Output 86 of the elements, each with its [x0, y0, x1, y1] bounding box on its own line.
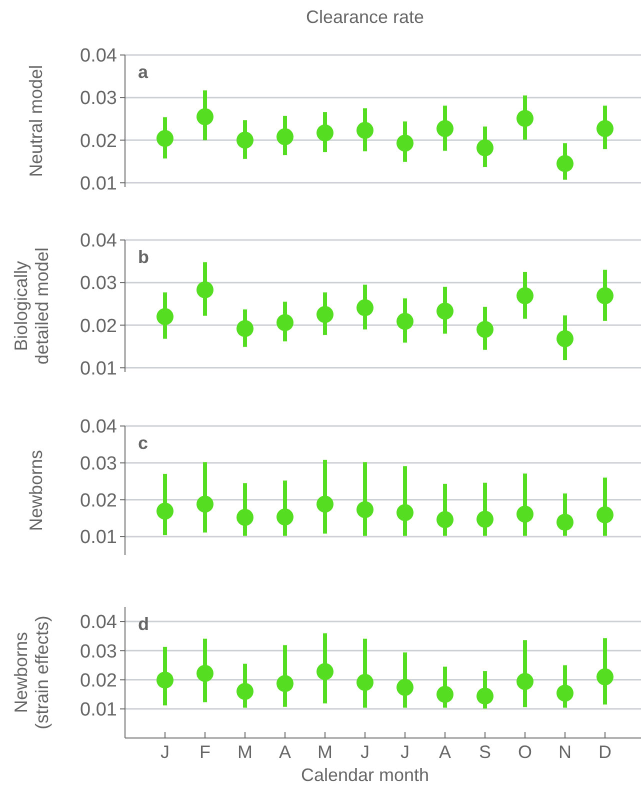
- y-axis-title: Newborns: [26, 450, 46, 532]
- point: [556, 330, 574, 348]
- y-tick-label: 0.01: [80, 527, 117, 548]
- point: [236, 682, 254, 700]
- point: [356, 674, 374, 691]
- x-tick-label: N: [558, 742, 572, 762]
- x-tick-label: M: [318, 742, 332, 762]
- x-tick-label: J: [400, 742, 410, 762]
- x-tick-label: J: [360, 742, 370, 762]
- point: [596, 668, 614, 686]
- y-tick-label: 0.04: [80, 612, 118, 634]
- point: [556, 155, 574, 172]
- y-tick-label: 0.01: [80, 700, 117, 721]
- x-tick-label: D: [598, 742, 612, 762]
- annotation: b: [138, 247, 149, 267]
- y-tick-label: 0.02: [80, 130, 117, 152]
- y-tick-label: 0.04: [80, 46, 118, 67]
- point: [476, 688, 494, 705]
- point: [396, 678, 414, 696]
- point: [236, 320, 254, 338]
- chart-title: Clearance rate: [306, 7, 424, 27]
- point: [356, 501, 374, 518]
- point: [596, 287, 614, 304]
- y-axis-title: Neutral model: [26, 64, 46, 178]
- x-tick-label: S: [478, 742, 492, 762]
- point: [516, 287, 534, 304]
- y-tick-label: 0.03: [80, 454, 117, 475]
- point: [516, 673, 534, 690]
- y-tick-label: 0.03: [80, 273, 117, 294]
- x-tick-label: M: [238, 742, 252, 762]
- point: [236, 132, 254, 149]
- point: [436, 120, 454, 138]
- y-axis-title: Newborns (strain effects): [11, 616, 52, 730]
- y-axis-title: Biologically detailed model: [11, 247, 52, 365]
- point: [396, 504, 414, 522]
- x-tick-label: A: [278, 742, 292, 762]
- y-tick-label: 0.02: [80, 490, 117, 512]
- point: [356, 122, 374, 139]
- point: [316, 306, 334, 324]
- point: [156, 308, 174, 326]
- point: [596, 120, 614, 138]
- y-tick-label: 0.04: [80, 230, 118, 252]
- x-tick-label: A: [438, 742, 452, 762]
- point: [556, 514, 574, 531]
- point: [236, 508, 254, 526]
- point: [316, 663, 334, 680]
- y-tick-label: 0.01: [80, 173, 117, 194]
- point: [196, 664, 214, 682]
- point: [356, 299, 374, 316]
- point: [196, 281, 214, 298]
- x-axis-title: Calendar month: [300, 765, 430, 785]
- annotation: a: [138, 62, 149, 82]
- point: [516, 110, 534, 127]
- x-tick-label: F: [200, 742, 210, 762]
- point: [156, 502, 174, 520]
- point: [556, 684, 574, 702]
- point: [516, 506, 534, 523]
- y-tick-label: 0.02: [80, 316, 117, 337]
- point: [476, 510, 494, 528]
- annotation: d: [138, 614, 149, 634]
- y-tick-label: 0.04: [80, 416, 118, 438]
- point: [276, 675, 294, 692]
- point: [436, 686, 454, 703]
- y-tick-label: 0.01: [80, 358, 117, 380]
- point: [596, 506, 614, 524]
- point: [436, 511, 454, 528]
- point: [476, 139, 494, 156]
- point: [436, 302, 454, 320]
- point: [276, 508, 294, 526]
- point: [276, 128, 294, 146]
- annotation: c: [138, 433, 148, 453]
- y-tick-label: 0.03: [80, 641, 117, 662]
- point: [396, 312, 414, 330]
- point: [396, 134, 414, 152]
- point: [476, 320, 494, 338]
- point: [316, 124, 334, 142]
- y-tick-label: 0.03: [80, 88, 117, 110]
- x-tick-label: J: [160, 742, 170, 762]
- point: [316, 496, 334, 513]
- point: [196, 496, 214, 513]
- point: [156, 672, 174, 689]
- point: [276, 314, 294, 332]
- point: [196, 108, 214, 126]
- y-tick-label: 0.02: [80, 670, 117, 692]
- point: [156, 130, 174, 147]
- x-tick-label: O: [518, 742, 532, 762]
